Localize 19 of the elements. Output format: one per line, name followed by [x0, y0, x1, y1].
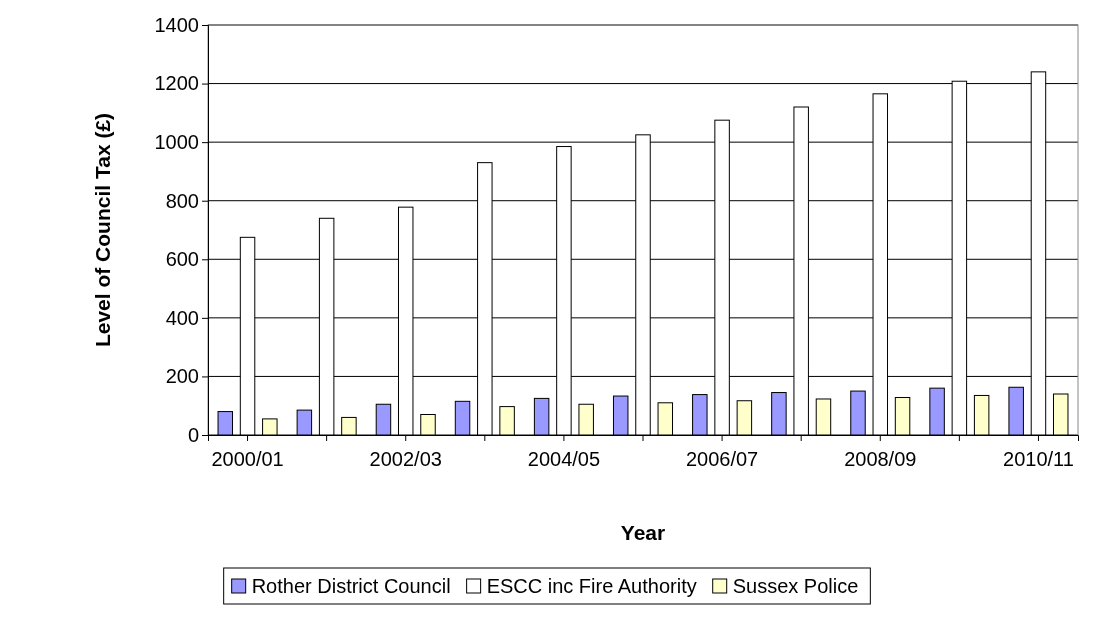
- y-tick-label: 1400: [154, 13, 199, 36]
- y-tick-label: 200: [165, 365, 199, 388]
- x-tick-label: 2004/05: [527, 448, 601, 470]
- legend-label: Rother District Council: [251, 575, 451, 597]
- y-tick-label: 800: [165, 189, 199, 212]
- y-tick-label: 600: [165, 248, 199, 271]
- x-tick-label: 2006/07: [685, 448, 759, 470]
- x-tick-label: 2002/03: [369, 448, 442, 470]
- x-tick-label: 2000/01: [211, 448, 284, 470]
- y-tick-label: 0: [187, 423, 199, 446]
- x-axis-title: Year: [620, 521, 666, 544]
- x-tick-label: 2008/09: [844, 448, 917, 470]
- y-axis-title: Level of Council Tax (£): [91, 112, 114, 348]
- legend-label: ESCC inc Fire Authority: [486, 575, 697, 597]
- y-tick-label: 1200: [154, 72, 199, 95]
- legend-label: Sussex Police: [732, 575, 859, 597]
- y-tick-label: 400: [165, 306, 199, 329]
- y-tick-label: 1000: [154, 131, 199, 154]
- x-tick-label: 2010/11: [1003, 448, 1074, 470]
